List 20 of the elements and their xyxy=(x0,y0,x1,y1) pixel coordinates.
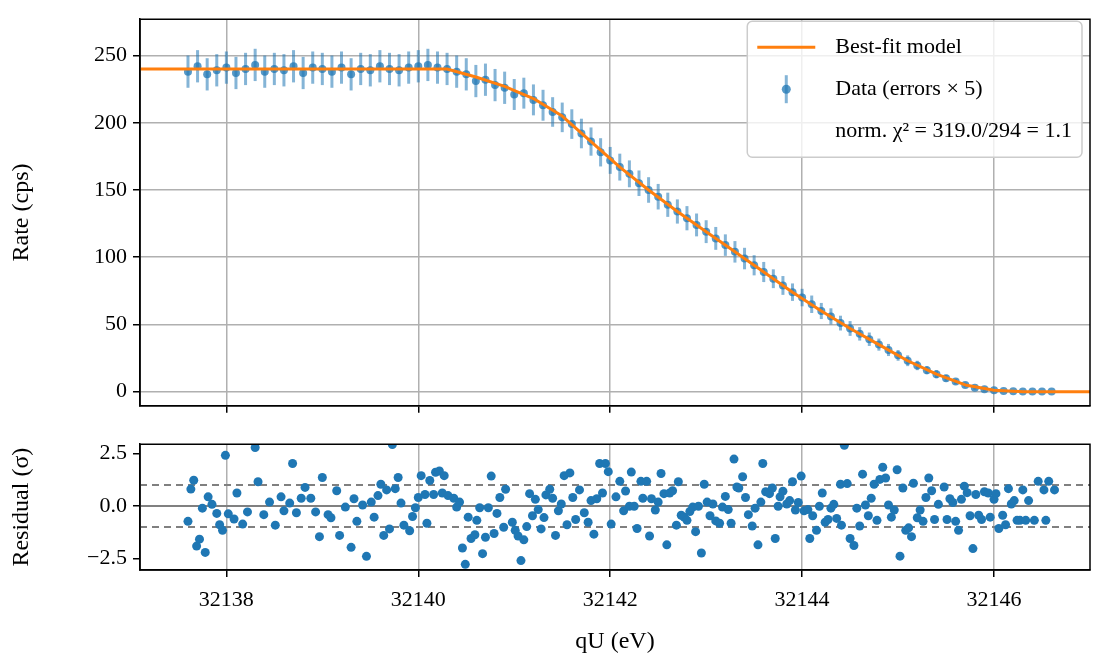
y-axis-title: Rate (cps) xyxy=(6,163,33,262)
y-tick-label: 0.0 xyxy=(99,491,127,517)
x-tick-label: 32138 xyxy=(198,585,254,611)
x-tick-label: 32144 xyxy=(774,585,830,611)
y-tick-label: 100 xyxy=(94,242,127,268)
y-tick-label: 150 xyxy=(94,175,127,201)
x-axis-title: qU (eV) xyxy=(575,626,655,653)
y-tick-label: 50 xyxy=(105,310,127,336)
y-axis-title: Residual (σ) xyxy=(6,447,33,567)
legend-label: Data (errors × 5) xyxy=(835,74,983,100)
y-tick-label: −2.5 xyxy=(87,544,127,570)
legend-label: Best-fit model xyxy=(835,32,962,58)
y-tick-label: 2.5 xyxy=(99,439,127,465)
y-tick-label: 200 xyxy=(94,108,127,134)
annotation: norm. χ² = 319.0/294 = 1.1 xyxy=(835,116,1073,142)
y-tick-label: 250 xyxy=(94,41,127,67)
x-tick-label: 32142 xyxy=(582,585,638,611)
x-tick-label: 32146 xyxy=(966,585,1022,611)
x-tick-label: 32140 xyxy=(390,585,446,611)
y-tick-label: 0 xyxy=(116,377,127,403)
